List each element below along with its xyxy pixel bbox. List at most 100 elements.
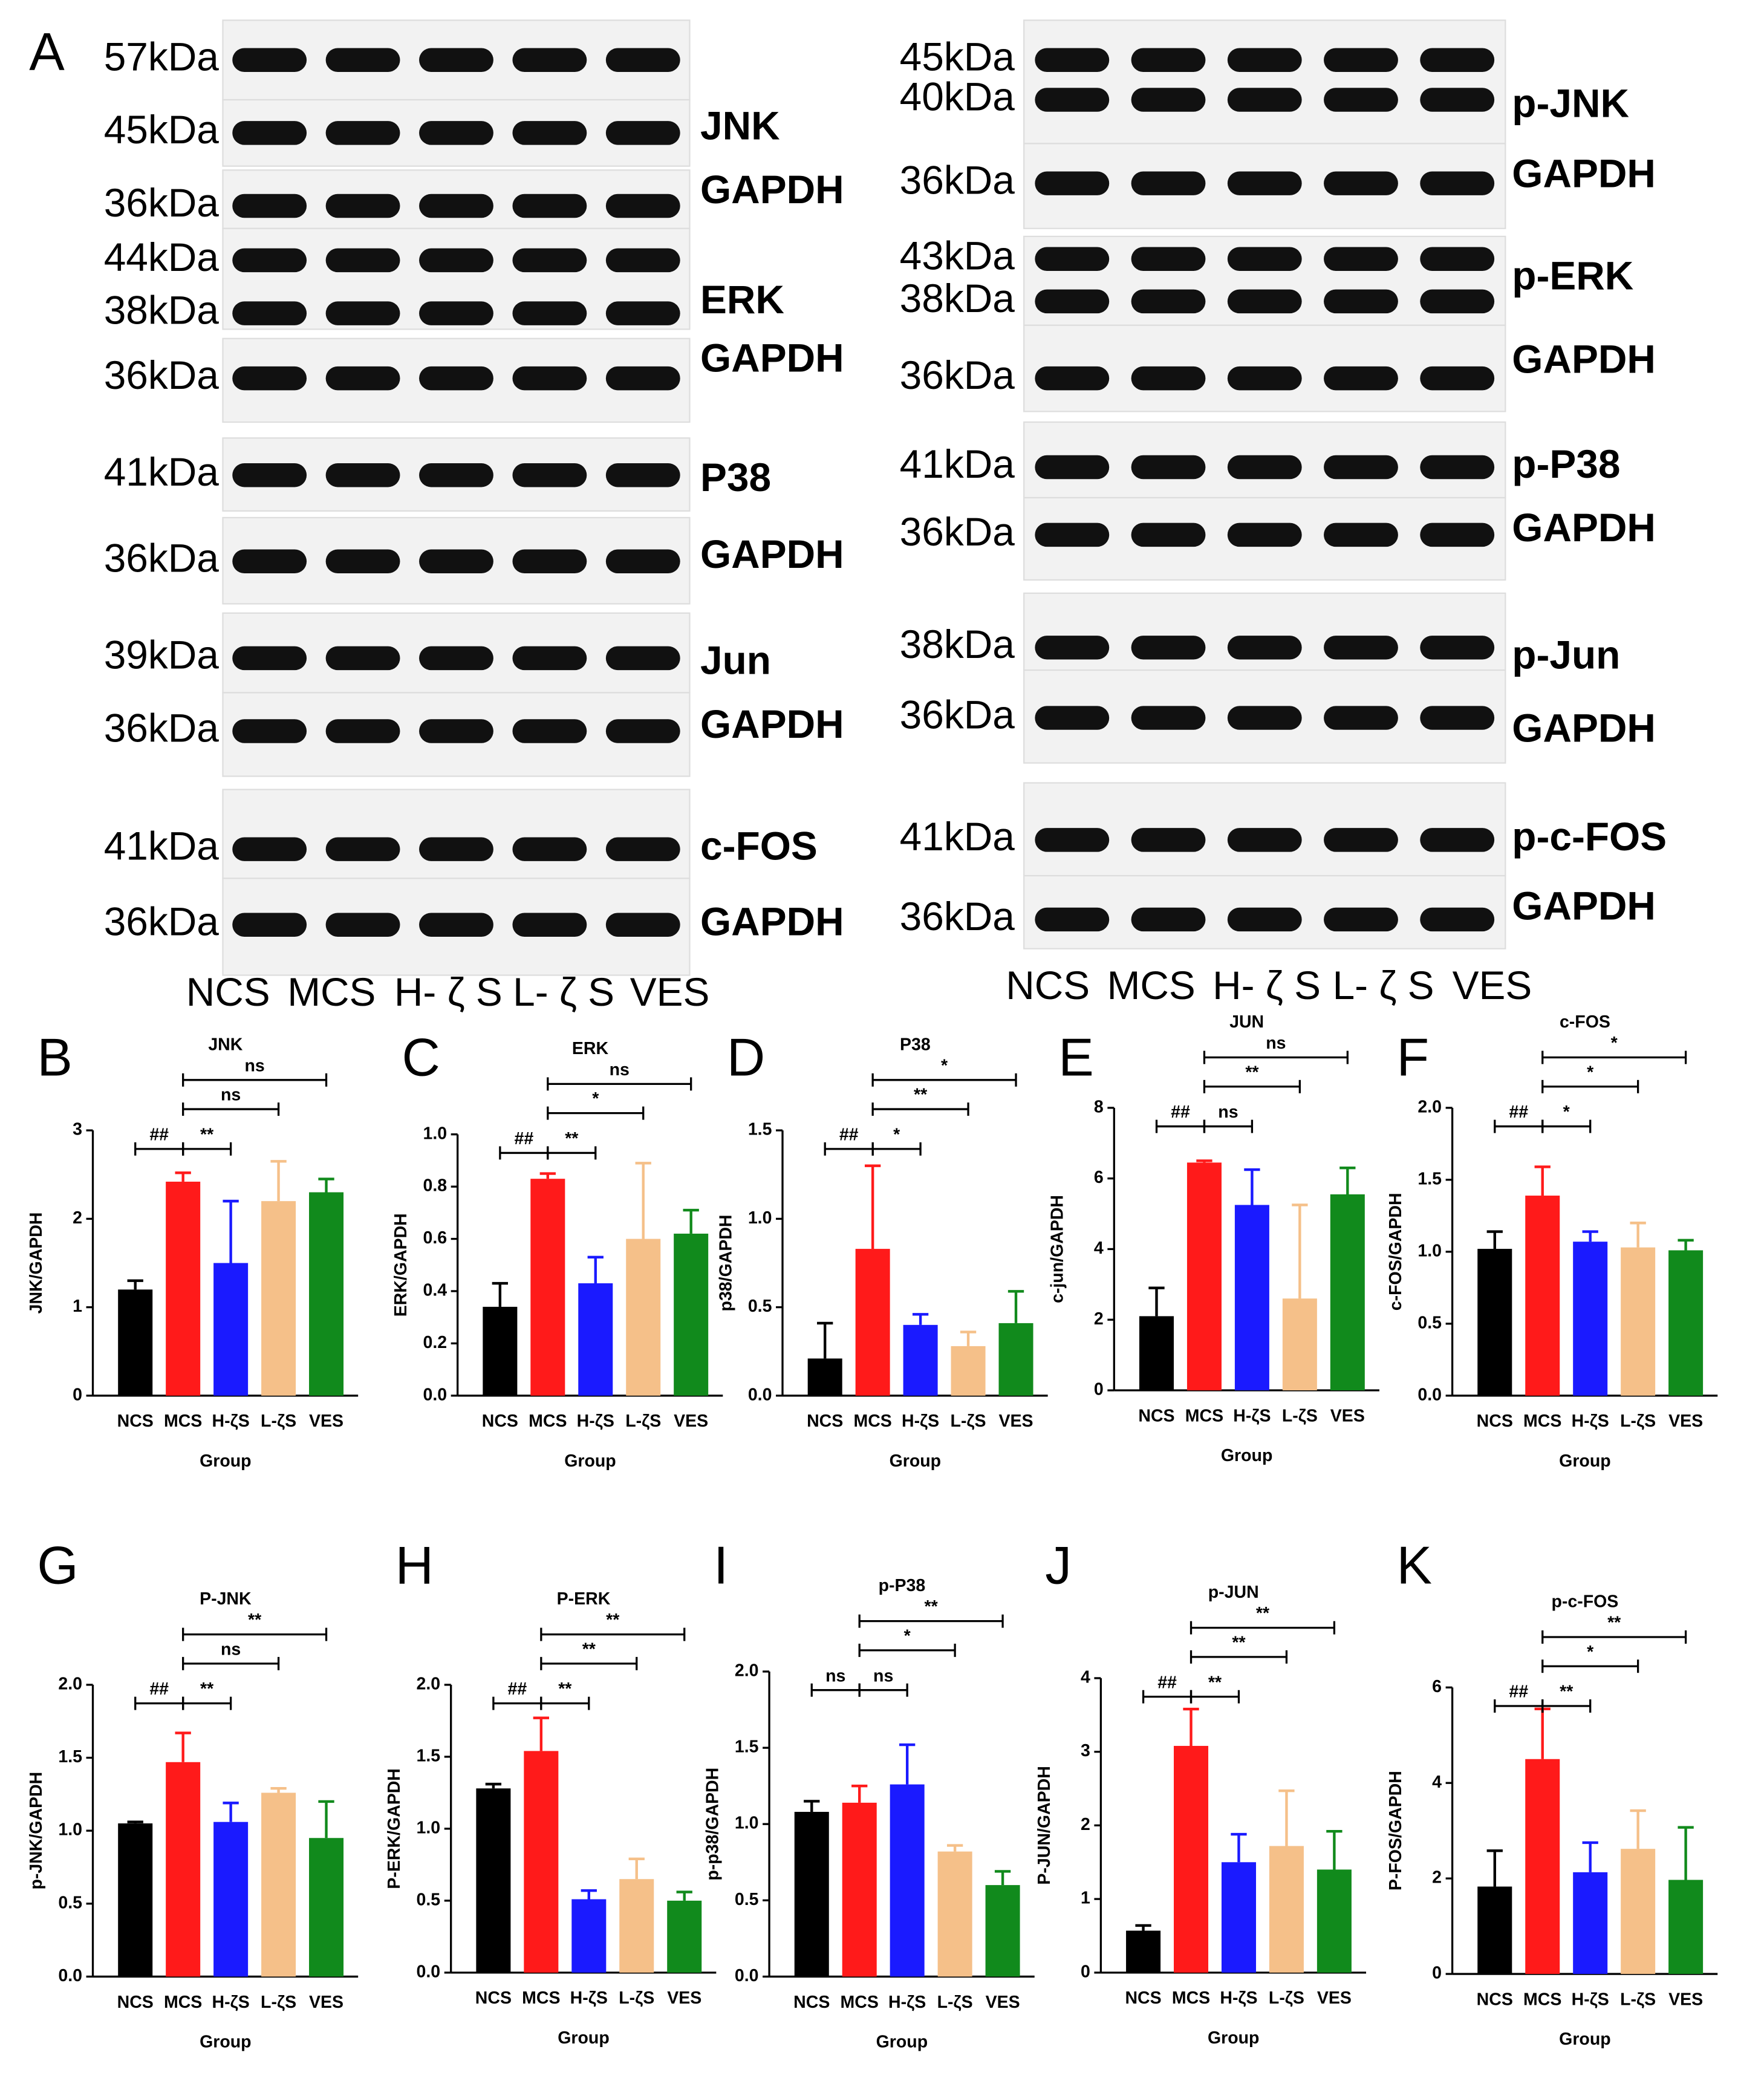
marker-label: 43kDa	[900, 233, 1015, 278]
significance-label: **	[1256, 1604, 1270, 1623]
chart-title: JUN	[1229, 1012, 1264, 1032]
blot-band	[1324, 366, 1398, 391]
blot-band	[1131, 455, 1206, 480]
blot-band	[325, 48, 400, 72]
marker-label: 39kDa	[104, 633, 220, 677]
bar	[1477, 1249, 1512, 1396]
protein-label: GAPDH	[700, 167, 844, 212]
blot-band	[512, 837, 587, 861]
x-tick-label: VES	[986, 1993, 1020, 2012]
blot-band	[1035, 455, 1110, 480]
x-tick-label: L-ζS	[937, 1993, 973, 2012]
blot-band	[512, 913, 587, 937]
x-tick-label: L-ζS	[625, 1411, 661, 1431]
lane-label: VES	[630, 969, 710, 1014]
blot-band	[605, 463, 680, 487]
x-tick-label: MCS	[1185, 1406, 1223, 1425]
y-axis-label: p-JNK/GAPDH	[27, 1772, 46, 1890]
blot-band	[1324, 171, 1398, 195]
bar	[937, 1851, 972, 1977]
blot-band	[419, 194, 493, 218]
blot-band	[1035, 289, 1110, 314]
x-tick-label: MCS	[522, 1988, 560, 2008]
blot-band	[605, 837, 680, 861]
blot-band	[419, 913, 493, 937]
bar	[985, 1885, 1020, 1977]
chart-title: P-JNK	[200, 1589, 252, 1609]
bar	[1525, 1759, 1560, 1975]
bar	[1621, 1247, 1656, 1396]
lane-label: MCS	[287, 969, 376, 1014]
lane-label: H- ζ S	[1212, 963, 1321, 1008]
x-tick-label: MCS	[164, 1411, 202, 1431]
y-axis-label: JNK/GAPDH	[27, 1213, 46, 1314]
bar	[1282, 1298, 1317, 1391]
bar	[903, 1324, 938, 1396]
blot-band	[325, 646, 400, 671]
x-tick-label: NCS	[1138, 1406, 1174, 1425]
y-axis-label: p38/GAPDH	[716, 1215, 735, 1312]
y-tick-label: 1.5	[1417, 1169, 1442, 1188]
significance-label: **	[925, 1597, 939, 1617]
significance-label: ##	[1157, 1673, 1177, 1692]
x-tick-label: VES	[1668, 1990, 1703, 2009]
blot-band	[1131, 247, 1206, 271]
y-axis-label: P-FOS/GAPDH	[1386, 1771, 1405, 1890]
significance-label: *	[1587, 1643, 1594, 1662]
x-tick-label: L-ζS	[1269, 1988, 1304, 2008]
protein-label: GAPDH	[1512, 705, 1656, 750]
y-tick-label: 0.0	[1417, 1385, 1442, 1404]
blot-band	[1131, 636, 1206, 660]
bar	[626, 1239, 661, 1396]
blot-band	[605, 301, 680, 325]
protein-label: P38	[700, 455, 771, 500]
x-tick-label: H-ζS	[1572, 1990, 1609, 2009]
x-tick-label: H-ζS	[1572, 1411, 1609, 1431]
x-tick-label: NCS	[1125, 1988, 1161, 2008]
bar	[1525, 1196, 1560, 1396]
x-tick-label: VES	[1668, 1411, 1703, 1431]
chart-title: c-FOS	[1560, 1012, 1610, 1032]
blot-band	[419, 248, 493, 273]
y-tick-label: 1	[1081, 1889, 1090, 1908]
bar	[1139, 1316, 1174, 1391]
bar	[213, 1822, 249, 1977]
significance-label: ns	[610, 1060, 630, 1079]
significance-label: ##	[514, 1129, 533, 1148]
blot-band	[232, 837, 307, 861]
blot-band	[1227, 366, 1302, 391]
marker-label: 36kDa	[900, 158, 1015, 203]
blot-band	[1420, 523, 1495, 547]
panel-letter: D	[727, 1027, 765, 1087]
blot-band	[325, 194, 400, 218]
x-axis-label: Group	[890, 1451, 942, 1471]
lane-label: VES	[1453, 963, 1532, 1008]
x-tick-label: L-ζS	[619, 1988, 654, 2008]
blot-band	[512, 366, 587, 391]
significance-label: ##	[508, 1679, 527, 1699]
blot-band	[605, 248, 680, 273]
blot-band	[512, 248, 587, 273]
panel-letter: A	[29, 22, 65, 82]
bar	[261, 1201, 296, 1396]
x-tick-label: L-ζS	[261, 1993, 296, 2012]
y-tick-label: 1.5	[58, 1747, 82, 1766]
bar	[309, 1838, 344, 1977]
protein-label: p-c-FOS	[1512, 814, 1667, 859]
protein-label: GAPDH	[700, 899, 844, 944]
x-tick-label: MCS	[1523, 1990, 1561, 2009]
marker-label: 36kDa	[104, 705, 220, 750]
bar	[524, 1751, 559, 1973]
x-axis-label: Group	[1221, 1446, 1272, 1465]
y-tick-label: 2.0	[417, 1674, 441, 1693]
protein-label: GAPDH	[1512, 505, 1656, 550]
y-tick-label: 2.0	[58, 1674, 82, 1693]
marker-label: 36kDa	[104, 536, 220, 581]
significance-label: **	[200, 1125, 214, 1144]
x-tick-label: NCS	[793, 1993, 830, 2012]
y-tick-label: 1.0	[417, 1818, 441, 1837]
y-tick-label: 1.5	[748, 1120, 772, 1139]
x-tick-label: VES	[309, 1411, 343, 1431]
blot-band	[512, 719, 587, 743]
